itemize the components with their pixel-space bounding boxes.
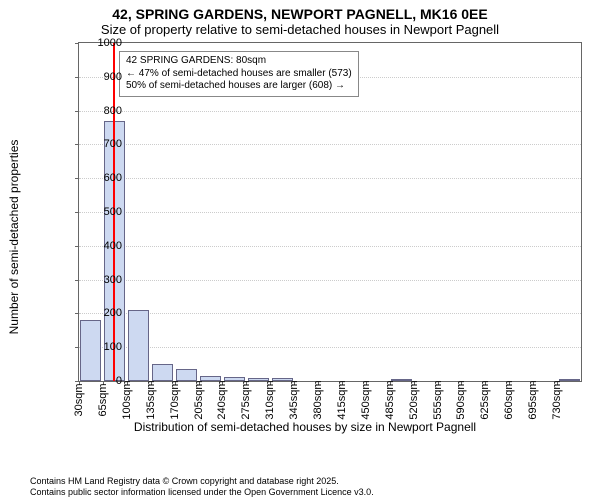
y-tick-label: 700 <box>82 138 122 150</box>
gridline <box>79 111 581 112</box>
gridline <box>79 212 581 213</box>
x-tick-label: 205sqm <box>193 380 205 419</box>
y-tick-label: 200 <box>82 307 122 319</box>
x-tick-label: 380sqm <box>312 380 324 419</box>
histogram-bar <box>176 369 197 381</box>
x-tick-label: 345sqm <box>288 380 300 419</box>
footer-line-1: Contains HM Land Registry data © Crown c… <box>30 476 374 487</box>
x-tick-label: 555sqm <box>432 380 444 419</box>
x-tick-label: 730sqm <box>551 380 563 419</box>
x-tick-label: 170sqm <box>169 380 181 419</box>
x-tick-label: 520sqm <box>408 380 420 419</box>
x-tick-label: 415sqm <box>336 380 348 419</box>
y-tick-label: 900 <box>82 71 122 83</box>
gridline <box>79 178 581 179</box>
gridline <box>79 144 581 145</box>
x-tick-label: 65sqm <box>97 383 109 416</box>
y-tick-mark <box>75 144 79 145</box>
chart-area: Number of semi-detached properties 42 SP… <box>28 42 582 432</box>
x-tick-label: 100sqm <box>121 380 133 419</box>
annotation-line: 42 SPRING GARDENS: 80sqm <box>126 55 352 68</box>
x-tick-label: 695sqm <box>527 380 539 419</box>
histogram-bar <box>152 364 173 381</box>
y-tick-mark <box>75 280 79 281</box>
footer-line-2: Contains public sector information licen… <box>30 487 374 498</box>
y-tick-label: 600 <box>82 172 122 184</box>
footer-attribution: Contains HM Land Registry data © Crown c… <box>30 476 374 499</box>
annotation-line: 50% of semi-detached houses are larger (… <box>126 80 352 93</box>
y-tick-mark <box>75 77 79 78</box>
x-tick-label: 590sqm <box>455 380 467 419</box>
y-tick-label: 100 <box>82 341 122 353</box>
y-tick-mark <box>75 212 79 213</box>
x-tick-label: 275sqm <box>240 380 252 419</box>
chart-title: 42, SPRING GARDENS, NEWPORT PAGNELL, MK1… <box>0 0 600 22</box>
y-tick-mark <box>75 178 79 179</box>
y-tick-mark <box>75 313 79 314</box>
x-tick-label: 660sqm <box>503 380 515 419</box>
histogram-bar <box>128 310 149 381</box>
gridline <box>79 313 581 314</box>
y-tick-mark <box>75 347 79 348</box>
gridline <box>79 347 581 348</box>
y-tick-label: 400 <box>82 240 122 252</box>
y-tick-mark <box>75 111 79 112</box>
y-tick-label: 800 <box>82 105 122 117</box>
x-tick-label: 30sqm <box>73 383 85 416</box>
x-tick-label: 625sqm <box>479 380 491 419</box>
x-tick-label: 485sqm <box>384 380 396 419</box>
gridline <box>79 280 581 281</box>
gridline <box>79 246 581 247</box>
chart-container: 42, SPRING GARDENS, NEWPORT PAGNELL, MK1… <box>0 0 600 500</box>
y-tick-mark <box>75 246 79 247</box>
annotation-line: ← 47% of semi-detached houses are smalle… <box>126 68 352 81</box>
plot-area: 42 SPRING GARDENS: 80sqm← 47% of semi-de… <box>78 42 582 382</box>
y-tick-label: 300 <box>82 274 122 286</box>
y-tick-label: 500 <box>82 206 122 218</box>
y-tick-mark <box>75 43 79 44</box>
y-axis-label: Number of semi-detached properties <box>7 140 21 335</box>
x-axis-label: Distribution of semi-detached houses by … <box>134 420 476 434</box>
x-tick-label: 135sqm <box>145 380 157 419</box>
x-tick-label: 310sqm <box>264 380 276 419</box>
annotation-box: 42 SPRING GARDENS: 80sqm← 47% of semi-de… <box>119 51 359 97</box>
x-tick-label: 240sqm <box>216 380 228 419</box>
y-tick-label: 1000 <box>82 37 122 49</box>
x-tick-label: 450sqm <box>360 380 372 419</box>
